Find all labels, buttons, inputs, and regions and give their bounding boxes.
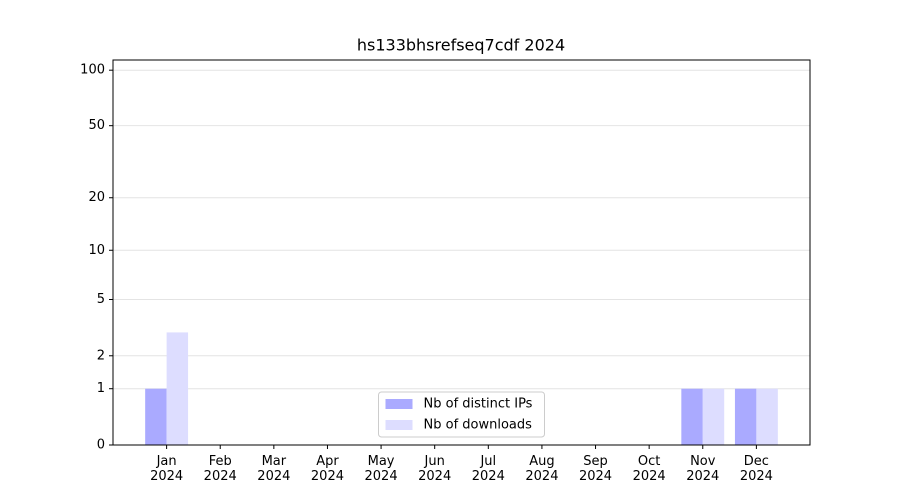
bar (734, 388, 757, 445)
x-tick-label: Jul 2024 (471, 454, 505, 484)
x-tick-label: May 2024 (364, 454, 398, 484)
bar (166, 332, 189, 445)
y-tick-label: 100 (80, 63, 105, 78)
x-tick-label: Aug 2024 (525, 454, 559, 484)
bar (702, 388, 725, 445)
legend-label: Nb of distinct IPs (424, 397, 533, 412)
x-tick-label: Feb 2024 (203, 454, 237, 484)
legend-box (378, 391, 545, 438)
chart-title: hs133bhsrefseq7cdf 2024 (357, 36, 565, 55)
bar (681, 388, 703, 445)
legend: Nb of distinct IPs Nb of downloads (378, 391, 545, 438)
x-tick-label: Nov 2024 (686, 454, 720, 484)
y-tick-label: 5 (97, 292, 105, 307)
x-tick-label: Oct 2024 (632, 454, 666, 484)
legend-swatch (385, 420, 413, 430)
legend-swatch (385, 399, 413, 409)
y-tick-label: 0 (97, 438, 105, 453)
x-tick-label: Apr 2024 (310, 454, 344, 484)
x-tick-label: Mar 2024 (257, 454, 291, 484)
plot-frame (112, 59, 811, 446)
y-tick-label: 20 (88, 190, 105, 205)
y-tick-label: 10 (88, 243, 105, 258)
y-tick-label: 50 (88, 118, 105, 133)
y-tick-label: 1 (97, 381, 105, 396)
x-tick-label: Jun 2024 (418, 454, 452, 484)
bar (145, 388, 167, 445)
legend-label: Nb of downloads (424, 418, 533, 433)
bar (756, 388, 778, 445)
x-tick-label: Dec 2024 (739, 454, 773, 484)
x-tick-label: Sep 2024 (578, 454, 613, 484)
x-tick-label: Jan 2024 (150, 454, 184, 484)
y-tick-label: 2 (97, 348, 105, 363)
